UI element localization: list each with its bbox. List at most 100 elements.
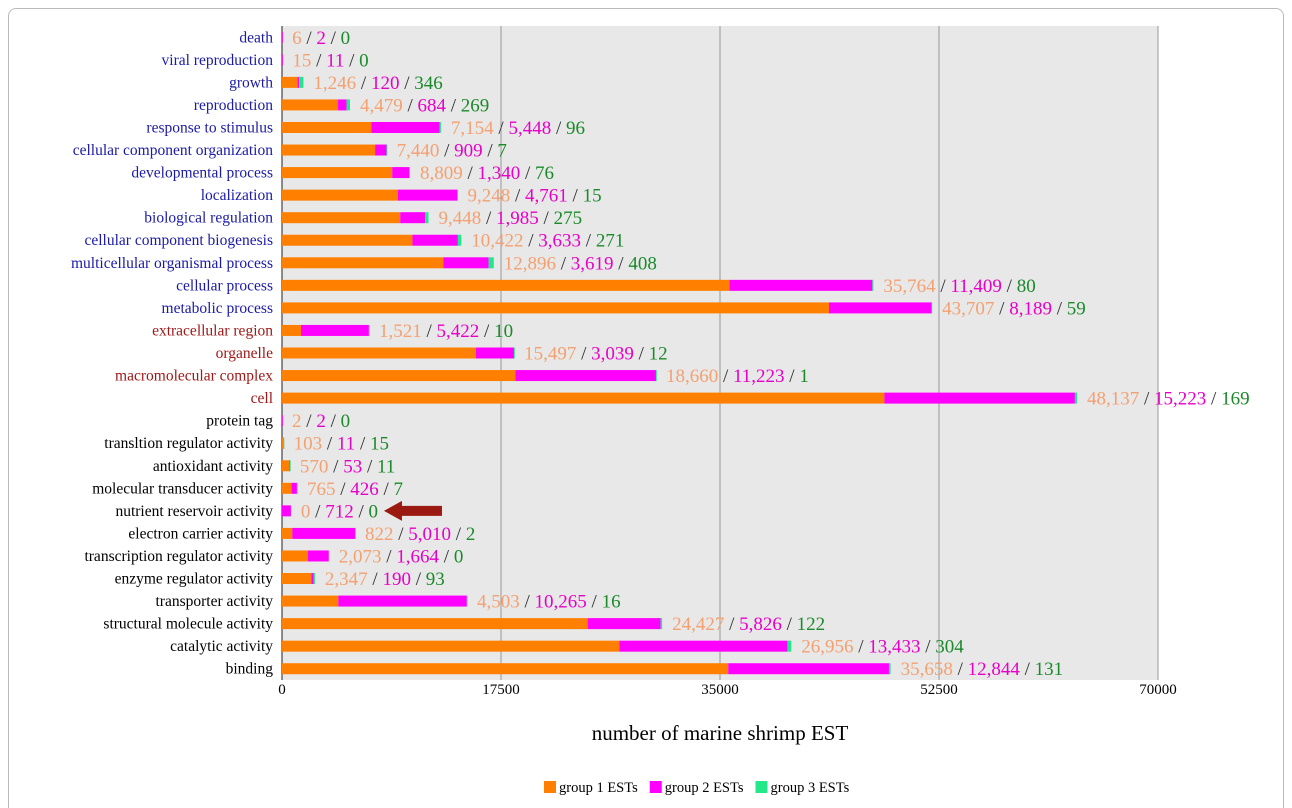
legend-label: group 3 ESTs [771, 780, 850, 796]
value-label: 12,896 / 3,619 / 408 [504, 253, 657, 274]
bar-segment-group-2 [400, 212, 426, 224]
bar-segment-group-2 [282, 505, 291, 517]
value-label: 43,707 / 8,189 / 59 [942, 298, 1086, 319]
bar-segment-group-1 [282, 302, 829, 314]
value-label: 1,521 / 5,422 / 10 [379, 321, 513, 342]
category-label: macromolecular complex [115, 368, 273, 385]
value-label: 15 / 11 / 0 [292, 50, 368, 71]
legend: group 1 ESTs group 2 ESTs group 3 ESTs [544, 780, 850, 796]
bar-segment-group-1 [282, 279, 730, 291]
bar-segment-group-3 [787, 640, 792, 652]
highlight-arrow-icon [383, 500, 442, 521]
value-label: 7,154 / 5,448 / 96 [451, 118, 585, 139]
bar-segment-group-1 [282, 234, 413, 246]
legend-label: group 1 ESTs [559, 780, 638, 796]
value-label: 1,246 / 120 / 346 [313, 73, 442, 94]
x-tick-label: 17500 [482, 682, 520, 698]
bar-segment-group-3 [354, 527, 356, 539]
bar-segment-group-3 [368, 324, 370, 336]
bar-segment-group-2 [475, 347, 514, 359]
bar-segment-group-2 [301, 324, 369, 336]
value-label: 0 / 712 / 0 [301, 501, 378, 522]
bar-segment-group-1 [282, 167, 393, 179]
bar-segment-group-1 [282, 640, 620, 652]
category-label: transltion regulator activity [104, 435, 273, 452]
category-label: organelle [216, 345, 274, 362]
category-label: developmental process [131, 165, 273, 182]
bar-segment-group-1 [282, 257, 444, 269]
category-label: transcription regulator activity [84, 548, 273, 565]
value-label: 103 / 11 / 15 [294, 434, 389, 455]
bar-segment-group-1 [282, 527, 293, 539]
bar-segment-group-1 [282, 392, 885, 404]
bar-segment-group-2 [619, 640, 788, 652]
bar-segment-group-2 [311, 573, 314, 585]
value-label: 4,479 / 684 / 269 [360, 95, 489, 116]
value-label: 4,503 / 10,265 / 16 [477, 592, 621, 613]
value-label: 15,497 / 3,039 / 12 [524, 344, 668, 365]
figure-frame [8, 8, 1284, 808]
legend-label: group 2 ESTs [665, 780, 744, 796]
bar-segment-group-3 [296, 482, 298, 494]
category-label: cellular process [176, 277, 273, 294]
bar-segment-group-1 [282, 76, 298, 88]
bar-segment-group-2 [282, 31, 283, 43]
bar-segment-group-1 [282, 550, 308, 562]
bar-segment-group-3 [655, 370, 657, 382]
bar-segment-group-2 [443, 257, 489, 269]
bar-segment-group-2 [282, 54, 283, 66]
bar-segment-group-3 [283, 437, 285, 449]
legend-swatch-group-3 [755, 781, 768, 793]
bars-group [282, 31, 1078, 675]
bar-segment-group-1 [282, 482, 292, 494]
bar-segment-group-3 [457, 189, 459, 201]
category-label: structural molecule activity [103, 616, 273, 633]
category-label: nutrient reservoir activity [115, 503, 273, 520]
category-label: binding [226, 661, 274, 678]
value-label: 2 / 2 / 0 [292, 411, 350, 432]
value-label: 2,073 / 1,664 / 0 [339, 546, 464, 567]
bar-segment-group-1 [282, 121, 372, 133]
value-labels: 6 / 2 / 015 / 11 / 01,246 / 120 / 3464,4… [292, 28, 1250, 680]
bar-segment-group-1 [282, 99, 339, 111]
category-label: protein tag [206, 413, 273, 430]
legend-swatch-group-1 [544, 781, 556, 793]
category-label: cellular component biogenesis [84, 232, 273, 249]
bar-segment-group-2 [375, 144, 387, 156]
bar-segment-group-1 [282, 189, 398, 201]
bar-segment-group-3 [289, 460, 291, 472]
category-label: cell [251, 390, 273, 407]
bar-segment-group-3 [466, 595, 468, 607]
legend-swatch-group-2 [649, 781, 662, 793]
bar-segment-group-3 [425, 212, 429, 224]
bar-segment-group-2 [884, 392, 1075, 404]
value-label: 7,440 / 909 / 7 [397, 141, 507, 162]
bar-segment-group-2 [338, 99, 347, 111]
bar-segment-group-2 [412, 234, 458, 246]
value-label: 35,764 / 11,409 / 80 [883, 276, 1035, 297]
category-label: biological regulation [144, 210, 273, 227]
bar-segment-group-3 [872, 279, 874, 291]
value-label: 8,809 / 1,340 / 76 [420, 163, 554, 184]
bar-segment-group-2 [729, 279, 873, 291]
category-label: antioxidant activity [153, 458, 273, 475]
bar-segment-group-2 [289, 460, 290, 472]
bar-segment-group-2 [297, 76, 300, 88]
highlight-arrow [383, 500, 442, 521]
category-label: catalytic activity [170, 638, 273, 655]
bar-segment-group-1 [282, 595, 339, 607]
bar-segment-group-1 [282, 212, 401, 224]
category-label: molecular transducer activity [92, 480, 273, 497]
bar-segment-group-3 [888, 663, 891, 675]
bar-segment-group-1 [282, 347, 476, 359]
bar-segment-group-3 [1074, 392, 1078, 404]
category-label: growth [229, 74, 273, 91]
bar-segment-group-2 [338, 595, 467, 607]
x-tick-labels: 0 17500 35000 52500 70000 [278, 682, 1177, 698]
bar-segment-group-3 [931, 302, 933, 314]
value-label: 822 / 5,010 / 2 [365, 524, 475, 545]
value-label: 48,137 / 15,223 / 169 [1087, 389, 1250, 410]
category-label: enzyme regulator activity [115, 571, 274, 588]
bar-segment-group-2 [282, 415, 283, 427]
